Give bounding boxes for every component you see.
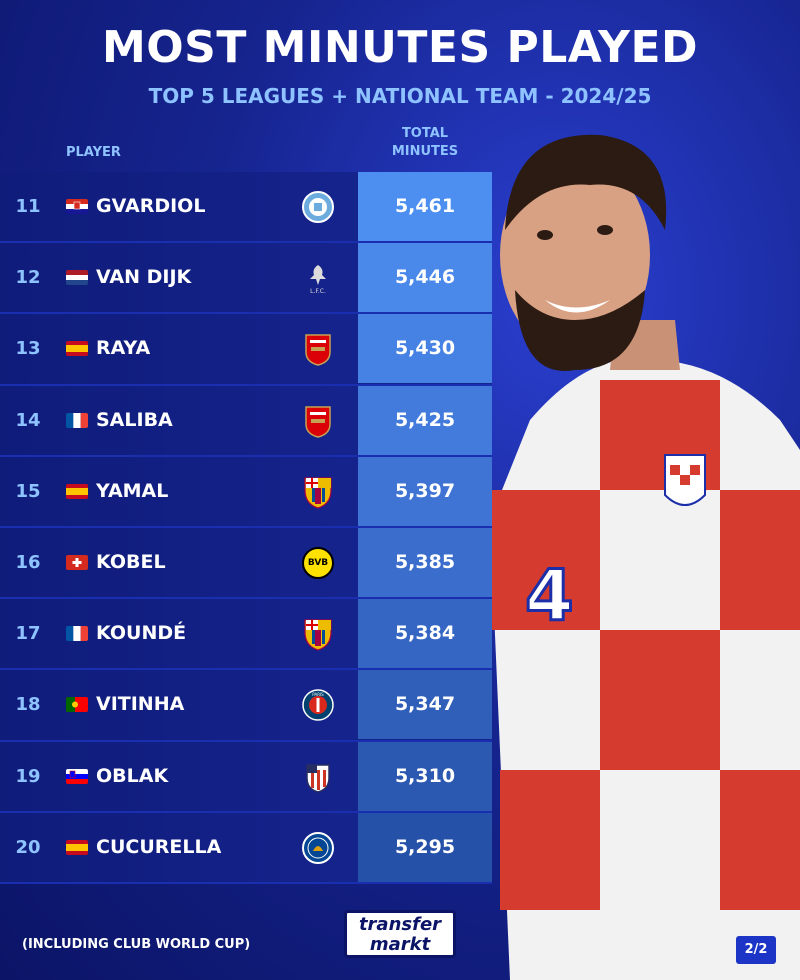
rank: 16 <box>15 551 41 573</box>
psg-crest-icon: PARIS <box>302 688 334 722</box>
crest-text: PARIS <box>312 692 324 697</box>
rank: 13 <box>15 338 41 360</box>
arsenal-crest-icon <box>302 404 334 438</box>
player-photo: 4 <box>490 134 800 980</box>
total-minutes: 5,425 <box>358 385 492 455</box>
page-subtitle: TOP 5 LEAGUES + NATIONAL TEAM - 2024/25 <box>148 84 652 108</box>
table-row: 16 KOBEL BVB 5,385 <box>0 527 492 600</box>
logo-line1: transfer <box>358 914 442 935</box>
player-name: VITINHA <box>96 693 185 716</box>
rank: 12 <box>15 267 41 289</box>
chelsea-crest-icon <box>302 831 334 865</box>
rank: 19 <box>15 765 41 787</box>
rank: 17 <box>15 623 41 645</box>
player-name: VAN DIJK <box>96 266 192 289</box>
france-flag-icon <box>66 626 88 642</box>
rank: 14 <box>15 409 41 431</box>
total-minutes: 5,397 <box>358 456 492 526</box>
logo-line2: markt <box>369 934 431 955</box>
crest-text: L.F.C. <box>310 288 326 295</box>
spain-flag-icon <box>66 483 88 499</box>
liverpool-crest-icon: L.F.C. <box>302 261 334 295</box>
total-minutes: 5,295 <box>358 812 492 882</box>
total-minutes: 5,347 <box>358 670 492 740</box>
player-name: KOBEL <box>96 550 166 573</box>
page-indicator: 2/2 <box>736 936 776 964</box>
table-row: 18 VITINHA PARIS 5,347 <box>0 670 492 742</box>
table-row: 19 OBLAK 5,310 <box>0 741 492 813</box>
player-name: YAMAL <box>96 479 169 502</box>
slovenia-flag-icon <box>66 768 88 784</box>
column-header-player: PLAYER <box>66 145 121 160</box>
manchester-city-crest-icon <box>302 190 334 224</box>
spain-flag-icon <box>66 839 88 855</box>
svg-text:4: 4 <box>525 555 574 637</box>
player-name: GVARDIOL <box>96 195 206 217</box>
total-minutes: 5,446 <box>358 243 492 313</box>
table-row: 20 CUCURELLA 5,295 <box>0 812 492 884</box>
total-minutes: 5,310 <box>358 741 492 811</box>
minutes-table: 11 GVARDIOL 5,461 12 VAN DIJK L.F.C. 5,446 13 RA… <box>0 172 492 884</box>
total-minutes: 5,384 <box>358 599 492 669</box>
netherlands-flag-icon <box>66 270 88 286</box>
transfermarkt-logo: transfer markt <box>344 910 456 958</box>
france-flag-icon <box>66 412 88 428</box>
barcelona-crest-icon <box>302 617 334 651</box>
column-header-total-line1: TOTAL <box>401 126 449 141</box>
portugal-flag-icon <box>66 697 88 713</box>
switzerland-flag-icon <box>66 554 88 570</box>
player-name: OBLAK <box>96 764 169 787</box>
arsenal-crest-icon <box>302 332 334 367</box>
dortmund-crest-icon: BVB <box>302 546 334 580</box>
rank: 20 <box>15 836 41 858</box>
table-row: 17 KOUNDÉ 5,384 <box>0 599 492 671</box>
total-minutes: 5,430 <box>358 314 492 384</box>
table-row: 14 SALIBA 5,425 <box>0 385 492 457</box>
rank: 18 <box>15 694 41 716</box>
table-row: 11 GVARDIOL 5,461 <box>0 172 492 244</box>
column-header-total-minutes: TOTAL MINUTES <box>358 125 492 161</box>
crest-text: BVB <box>308 558 328 568</box>
footnote: (INCLUDING CLUB WORLD CUP) <box>22 937 251 952</box>
total-minutes: 5,461 <box>358 172 492 241</box>
table-row: 12 VAN DIJK L.F.C. 5,446 <box>0 243 492 315</box>
barcelona-crest-icon <box>302 475 334 509</box>
spain-flag-icon <box>66 341 88 357</box>
croatia-flag-icon <box>66 199 88 214</box>
atletico-crest-icon <box>302 760 334 794</box>
player-name: SALIBA <box>96 408 173 431</box>
table-row: 15 YAMAL 5,397 <box>0 456 492 528</box>
table-row: 13 RAYA 5,430 <box>0 314 492 386</box>
player-name: RAYA <box>96 337 151 360</box>
player-name: CUCURELLA <box>96 835 222 858</box>
page-title: MOST MINUTES PLAYED <box>101 22 699 73</box>
column-header-total-line2: MINUTES <box>391 144 459 159</box>
total-minutes: 5,385 <box>358 527 492 597</box>
rank: 11 <box>15 196 41 217</box>
player-name: KOUNDÉ <box>96 622 187 645</box>
rank: 15 <box>15 480 41 502</box>
